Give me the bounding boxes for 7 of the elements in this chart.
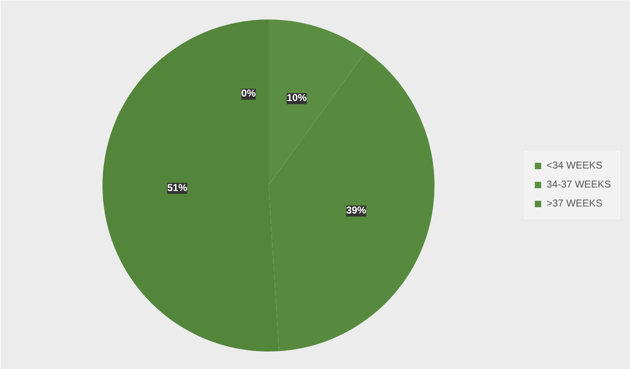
legend-label: >37 WEEKS <box>546 198 602 209</box>
data-label: 10% <box>286 93 307 104</box>
data-label: 51% <box>167 182 188 194</box>
legend-label: 34-37 WEEKS <box>546 179 611 190</box>
legend-label: <34 WEEKS <box>546 160 602 171</box>
data-label: 39% <box>346 205 366 216</box>
text: 0% <box>241 88 256 100</box>
